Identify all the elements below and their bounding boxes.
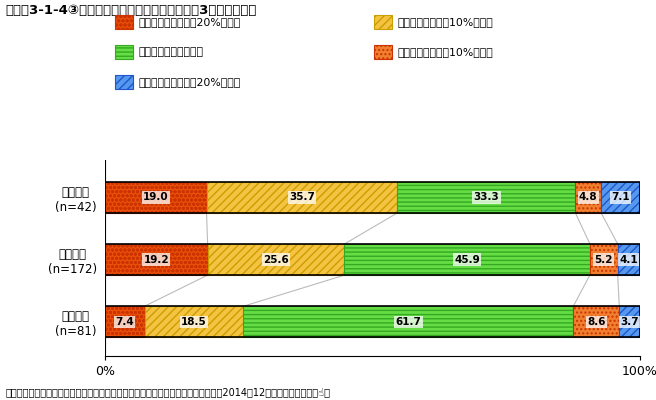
Bar [105, 244, 207, 275]
Text: 18.5: 18.5 [181, 317, 207, 327]
Text: 4.1: 4.1 [619, 254, 638, 264]
Text: やや減少（前年比10%程度）: やや減少（前年比10%程度） [398, 47, 493, 57]
Text: 45.9: 45.9 [455, 254, 480, 264]
Text: 19.0: 19.0 [143, 192, 169, 202]
Bar [601, 182, 639, 213]
Text: 5.2: 5.2 [594, 254, 613, 264]
Bar [105, 182, 640, 213]
Text: 19.2: 19.2 [144, 254, 169, 264]
Bar [619, 306, 639, 337]
Text: 資料：中小企業庁委託「地域金融機関の中小企業への支援の実態に関する調査」（2014年12月、ランドブレイン☝）: 資料：中小企業庁委託「地域金融機関の中小企業への支援の実態に関する調査」（201… [5, 387, 330, 397]
Bar [573, 306, 619, 337]
Text: 35.7: 35.7 [289, 192, 315, 202]
Text: 7.4: 7.4 [115, 317, 134, 327]
Bar [105, 306, 640, 337]
Text: やや増加（前年比10%程度）: やや増加（前年比10%程度） [398, 17, 493, 27]
Bar [243, 306, 573, 337]
Bar [398, 182, 575, 213]
Text: 8.6: 8.6 [587, 317, 605, 327]
Bar [144, 306, 243, 337]
Bar [575, 182, 601, 213]
Bar [618, 244, 640, 275]
Text: 大幅に減少（前年比20%以上）: 大幅に減少（前年比20%以上） [138, 77, 241, 87]
Text: 4.8: 4.8 [579, 192, 598, 202]
Bar [207, 182, 398, 213]
Text: 7.1: 7.1 [611, 192, 629, 202]
Bar [590, 244, 618, 275]
Bar [105, 244, 640, 275]
Text: 変わらない（横ばい）: 変わらない（横ばい） [138, 47, 203, 57]
Text: 3.7: 3.7 [620, 317, 638, 327]
Bar [105, 182, 207, 213]
Text: 25.6: 25.6 [263, 254, 289, 264]
Text: 大幅に増加（前年比20%以上）: 大幅に増加（前年比20%以上） [138, 17, 241, 27]
Bar [344, 244, 590, 275]
Text: 61.7: 61.7 [396, 317, 421, 327]
Text: コラヤ3-1-4③図　創業融資の実績の推移（最近3年間の傾向）: コラヤ3-1-4③図 創業融資の実績の推移（最近3年間の傾向） [5, 4, 256, 17]
Text: 33.3: 33.3 [474, 192, 499, 202]
Bar [207, 244, 344, 275]
Bar [105, 306, 144, 337]
